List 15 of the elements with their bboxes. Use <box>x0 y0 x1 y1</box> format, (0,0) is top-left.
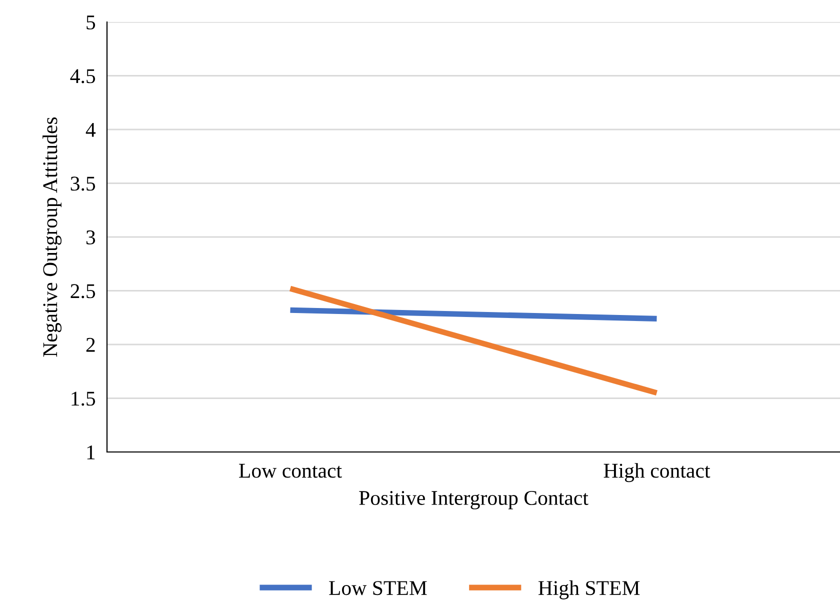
x-axis-title: Positive Intergroup Contact <box>359 491 588 510</box>
y-tick-label: 1.5 <box>72 392 96 406</box>
y-tick-label: 2.5 <box>70 284 96 298</box>
y-tick-label: 3.5 <box>70 176 96 191</box>
legend-label: Low STEM <box>329 581 427 596</box>
y-tick-label: 5 <box>86 16 96 30</box>
y-tick-label: 3 <box>86 230 96 244</box>
y-tick-label: 1 <box>87 445 95 460</box>
y-tick-label: 4.5 <box>70 69 96 84</box>
x-tick-label: High contact <box>604 463 710 482</box>
x-tick-label: Low contact <box>239 464 342 478</box>
y-tick-label: 2 <box>86 338 95 352</box>
legend-label: High STEM <box>538 580 640 600</box>
y-tick-label: 4 <box>86 123 96 137</box>
y-axis-title: Negative Outgroup Attitudes <box>42 117 62 357</box>
